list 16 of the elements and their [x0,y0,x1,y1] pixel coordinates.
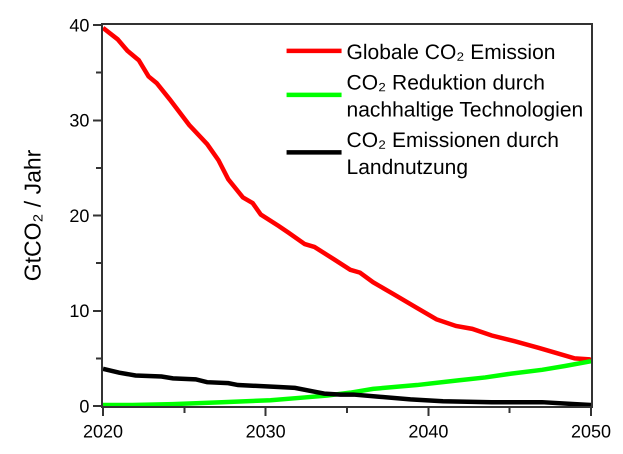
y-axis-title: GtCO₂ / Jahr [19,149,46,282]
x-tick-label: 2030 [246,422,286,442]
line-series [103,366,591,406]
x-tick-label: 2040 [408,422,448,442]
y-tick-label: 10 [69,301,90,322]
line-series [103,26,591,363]
y-tick-label: 0 [79,396,90,416]
x-tick-label: 2050 [570,422,612,442]
line-series [103,358,591,406]
legend-label: CO₂ Reduktion durch nachhaltige Technologien [346,71,584,122]
y-tick-label: 20 [69,206,90,226]
x-tick-label: 2020 [82,422,124,442]
legend-label: CO₂ Emissionen durch Landnutzung [346,128,559,180]
y-tick-label: 40 [69,15,90,36]
legend-label: Globale CO₂ Emission [346,41,556,64]
y-tick-label: 30 [69,110,90,131]
